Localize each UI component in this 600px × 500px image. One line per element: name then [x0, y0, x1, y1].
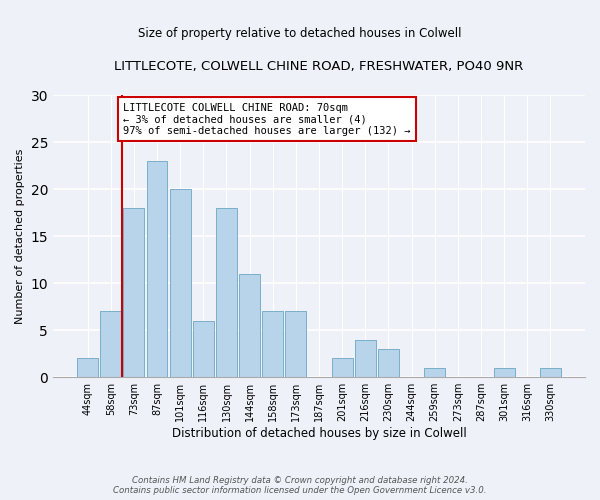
Bar — [262, 312, 283, 377]
Bar — [216, 208, 237, 377]
Bar — [124, 208, 145, 377]
Bar — [494, 368, 515, 377]
Bar — [146, 161, 167, 377]
Bar — [193, 321, 214, 377]
Title: LITTLECOTE, COLWELL CHINE ROAD, FRESHWATER, PO40 9NR: LITTLECOTE, COLWELL CHINE ROAD, FRESHWAT… — [115, 60, 524, 73]
Bar — [239, 274, 260, 377]
Y-axis label: Number of detached properties: Number of detached properties — [15, 148, 25, 324]
Bar — [424, 368, 445, 377]
Bar — [355, 340, 376, 377]
Bar — [540, 368, 561, 377]
Bar — [286, 312, 306, 377]
Bar — [100, 312, 121, 377]
Bar — [170, 189, 191, 377]
Bar — [332, 358, 353, 377]
Text: Size of property relative to detached houses in Colwell: Size of property relative to detached ho… — [138, 28, 462, 40]
X-axis label: Distribution of detached houses by size in Colwell: Distribution of detached houses by size … — [172, 427, 466, 440]
Bar — [77, 358, 98, 377]
Text: LITTLECOTE COLWELL CHINE ROAD: 70sqm
← 3% of detached houses are smaller (4)
97%: LITTLECOTE COLWELL CHINE ROAD: 70sqm ← 3… — [124, 102, 411, 136]
Text: Contains HM Land Registry data © Crown copyright and database right 2024.
Contai: Contains HM Land Registry data © Crown c… — [113, 476, 487, 495]
Bar — [378, 349, 399, 377]
